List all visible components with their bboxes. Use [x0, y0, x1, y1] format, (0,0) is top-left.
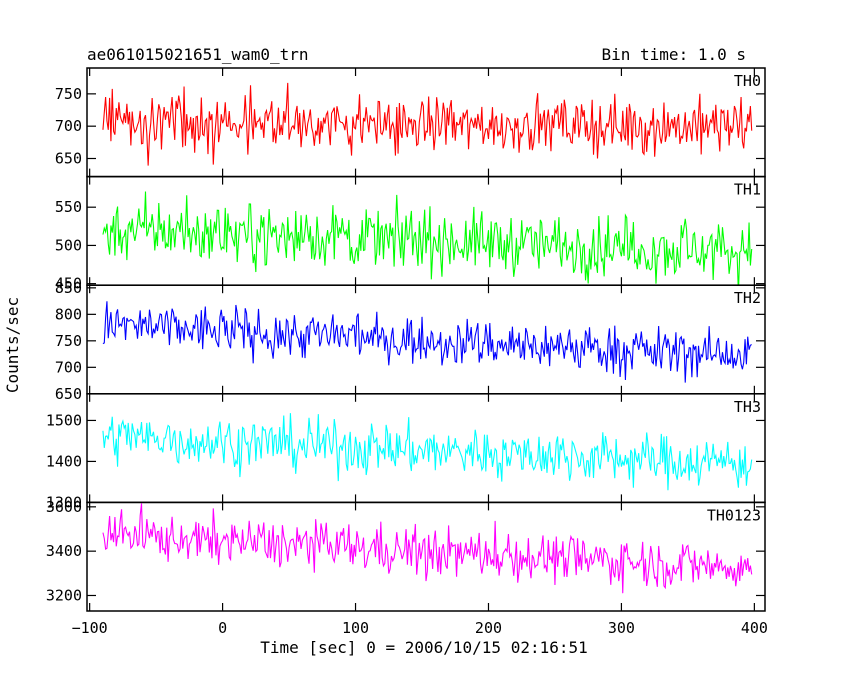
panel-label: TH3	[734, 398, 761, 416]
panels: 650 700 750 TH0 450 500 550 TH1 650 700 750 800 850 T…	[46, 67, 766, 612]
bin-time-label: Bin time: 1.0 s	[602, 45, 747, 64]
panel-th1: 450 500 550 TH1	[55, 175, 766, 293]
panel-th3: 1300 1400 1500 TH3	[46, 393, 766, 511]
x-tick-label: 100	[342, 619, 369, 637]
series-line-th1	[102, 191, 753, 286]
series-line-th0123	[102, 503, 753, 594]
y-tick-label: 1400	[46, 452, 82, 470]
x-tick-label: 0	[218, 619, 227, 637]
y-tick-label: 650	[55, 150, 82, 168]
panel-label: TH0123	[707, 506, 761, 524]
x-axis-title: Time [sec] 0 = 2006/10/15 02:16:51	[260, 638, 588, 657]
panel-label: TH1	[734, 181, 761, 199]
x-tick-label: 200	[475, 619, 502, 637]
x-tick-label: 400	[741, 619, 768, 637]
panel-th0123: 3200 3400 3600 TH0123	[46, 498, 766, 612]
y-tick-label: 650	[55, 385, 82, 403]
y-tick-label: 850	[55, 279, 82, 297]
x-tick-label: 300	[608, 619, 635, 637]
series-line-th2	[102, 301, 752, 383]
y-tick-label: 3400	[46, 542, 82, 560]
y-tick-label: 3200	[46, 586, 82, 604]
y-tick-label: 550	[55, 198, 82, 216]
panel-label: TH0	[734, 72, 761, 90]
y-tick-label: 1500	[46, 411, 82, 429]
panel-frame	[86, 501, 766, 612]
panel-th0: 650 700 750 TH0	[55, 67, 766, 178]
y-axis-title: Counts/sec	[3, 297, 22, 393]
y-tick-label: 750	[55, 85, 82, 103]
y-tick-label: 750	[55, 332, 82, 350]
series-line-th3	[102, 413, 753, 491]
chart-title: ae061015021651_wam0_trn	[87, 45, 309, 64]
y-tick-label: 700	[55, 117, 82, 135]
panel-frame	[86, 284, 766, 395]
panel-label: TH2	[734, 289, 761, 307]
y-tick-label: 700	[55, 358, 82, 376]
y-tick-label: 500	[55, 236, 82, 254]
y-tick-label: 450	[55, 275, 82, 293]
y-tick-label: 800	[55, 305, 82, 323]
panel-th2: 650 700 750 800 850 TH2	[55, 279, 766, 403]
x-axis: −100 0 100 200 300 400	[72, 619, 768, 637]
y-tick-label: 1300	[46, 493, 82, 511]
y-tick-label: 3600	[46, 498, 82, 516]
series-line-th0	[102, 82, 753, 166]
x-tick-label: −100	[72, 619, 108, 637]
